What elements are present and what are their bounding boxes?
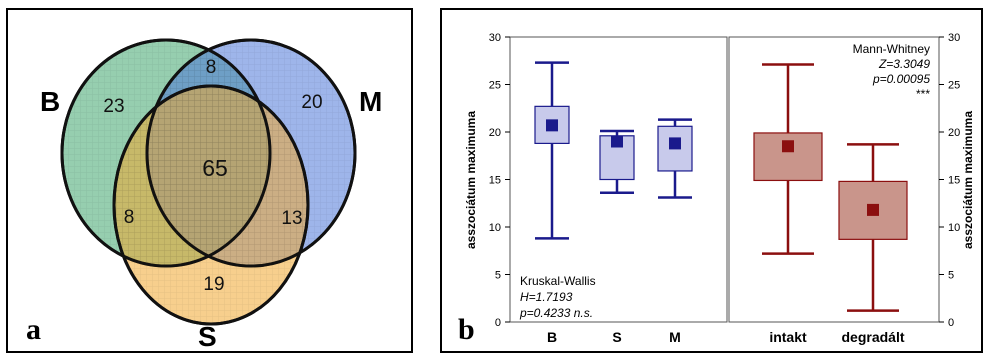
y-tick-label: 25 bbox=[948, 80, 960, 92]
mann-whitney-title: Mann-Whitney bbox=[853, 42, 930, 56]
kruskal-wallis-p: p=0.4233 n.s. bbox=[519, 306, 593, 320]
kruskal-wallis-h: H=1.7193 bbox=[520, 290, 573, 304]
venn-region-s: 19 bbox=[203, 274, 224, 295]
y-tick-label: 15 bbox=[489, 175, 501, 187]
box-median-marker bbox=[782, 140, 794, 153]
venn-label-b: B bbox=[40, 86, 60, 117]
y-tick-label: 5 bbox=[948, 270, 954, 282]
box-median-marker bbox=[669, 137, 681, 150]
y-tick-label: 15 bbox=[948, 175, 960, 187]
y-tick-label: 30 bbox=[948, 32, 960, 44]
mann-whitney-stars: *** bbox=[916, 87, 930, 101]
x-category-label: degradált bbox=[841, 329, 904, 345]
venn-diagram: B M S 23 20 19 8 8 13 65 bbox=[40, 38, 382, 352]
panel-a-venn: B M S 23 20 19 8 8 13 65 a bbox=[6, 8, 413, 353]
right-boxes bbox=[753, 63, 908, 312]
y-tick-label: 20 bbox=[489, 127, 501, 139]
boxplot-chart: 0 5 10 15 20 25 30 0 5 10 15 20 25 30 B S M intakt degr… bbox=[464, 32, 975, 345]
venn-label-m: M bbox=[359, 86, 382, 117]
y-tick-label: 30 bbox=[489, 32, 501, 44]
y-tick-label: 0 bbox=[948, 317, 954, 329]
x-category-label: intakt bbox=[769, 329, 807, 345]
y-tick-label: 10 bbox=[489, 222, 501, 234]
mann-whitney-p: p=0.00095 bbox=[872, 72, 930, 86]
left-y-axis: 0 5 10 15 20 25 30 bbox=[489, 32, 510, 329]
right-x-labels: intakt degradált bbox=[769, 329, 905, 345]
venn-region-bm: 8 bbox=[206, 57, 217, 78]
y-tick-label: 0 bbox=[495, 317, 501, 329]
box-median-marker bbox=[867, 203, 879, 216]
right-y-axis-title: asszociátum maximuma bbox=[961, 111, 975, 249]
x-category-label: S bbox=[612, 329, 621, 345]
venn-region-ms: 13 bbox=[281, 208, 302, 229]
box-iqr bbox=[753, 132, 823, 182]
panel-b-boxplots: 0 5 10 15 20 25 30 0 5 10 15 20 25 30 B S M intakt degr… bbox=[440, 8, 983, 353]
y-tick-label: 5 bbox=[495, 270, 501, 282]
venn-label-s: S bbox=[198, 321, 217, 351]
box-median-marker bbox=[546, 119, 558, 132]
left-boxes bbox=[534, 61, 693, 240]
y-tick-label: 20 bbox=[948, 127, 960, 139]
panel-b-letter: b bbox=[458, 313, 475, 346]
venn-region-bms: 65 bbox=[202, 155, 228, 181]
x-category-label: B bbox=[547, 329, 557, 345]
panel-a-letter: a bbox=[26, 313, 41, 346]
right-y-axis: 0 5 10 15 20 25 30 bbox=[939, 32, 960, 329]
x-category-label: M bbox=[669, 329, 681, 345]
mann-whitney-z: Z=3.3049 bbox=[878, 57, 930, 71]
venn-region-bs: 8 bbox=[124, 207, 135, 228]
y-tick-label: 10 bbox=[948, 222, 960, 234]
y-tick-label: 25 bbox=[489, 80, 501, 92]
left-y-axis-title: asszociátum maximuma bbox=[464, 111, 478, 249]
venn-region-m: 20 bbox=[301, 92, 322, 113]
kruskal-wallis-title: Kruskal-Wallis bbox=[520, 274, 596, 288]
venn-region-b: 23 bbox=[103, 96, 124, 117]
box-median-marker bbox=[611, 135, 623, 148]
